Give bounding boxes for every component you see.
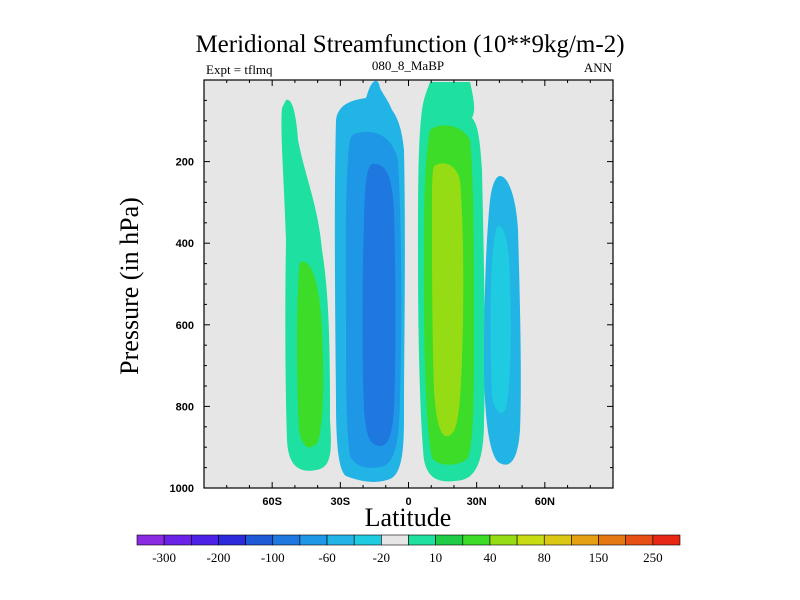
y-tick-label: 600 (176, 320, 194, 332)
y-axis: 200 400 600 800 1000 (170, 99, 613, 495)
colorbar-swatch (191, 534, 219, 546)
colorbar-label: 250 (643, 550, 663, 565)
y-tick-label: 200 (176, 157, 194, 169)
colorbar-swatch (326, 534, 355, 546)
contour-nh-outer-60 (490, 226, 511, 413)
x-axis: 60S 30S 0 30N 60N (226, 80, 591, 508)
colorbar-swatch (245, 534, 274, 546)
subtitle-center: 080_8_MaBP (372, 58, 444, 73)
y-axis-label: Pressure (in hPa) (115, 197, 144, 375)
x-tick-label: 60S (262, 496, 282, 508)
contour-sh-hadley-100 (362, 163, 396, 446)
x-tick-label: 30N (467, 496, 487, 508)
colorbar-swatch (462, 534, 491, 546)
contour-sh-outer-40 (296, 261, 324, 448)
colorbar-swatch (381, 534, 409, 546)
contour-nh-hadley-80 (432, 163, 464, 437)
colorbar-label: 40 (483, 550, 496, 565)
colorbar-label: 150 (589, 550, 609, 565)
colorbar: -300 -200 -100 -60 -20 10 40 80 150 250 (136, 534, 681, 565)
colorbar-swatch (299, 534, 328, 546)
colorbar-swatch (272, 534, 301, 546)
colorbar-label: 80 (538, 550, 551, 565)
y-tick-label: 800 (176, 401, 194, 413)
y-tick-label: 1000 (170, 483, 194, 495)
subtitle-left: Expt = tflmq (206, 62, 273, 77)
colorbar-swatch (136, 534, 165, 546)
colorbar-label: -300 (152, 550, 176, 565)
colorbar-swatch (571, 534, 599, 546)
y-tick-label: 400 (176, 238, 194, 250)
x-tick-label: 30S (331, 496, 351, 508)
colorbar-swatch (652, 534, 681, 546)
colorbar-swatch (543, 534, 572, 546)
subtitle-right: ANN (584, 60, 613, 75)
colorbar-swatch (353, 534, 382, 546)
colorbar-swatch (408, 534, 436, 546)
colorbar-label: 10 (429, 550, 442, 565)
x-tick-label: 60N (535, 496, 555, 508)
colorbar-label: -60 (318, 550, 335, 565)
colorbar-swatch (625, 534, 654, 546)
x-axis-label: Latitude (365, 503, 452, 532)
chart-title: Meridional Streamfunction (10**9kg/m-2) (195, 31, 624, 58)
colorbar-swatch (218, 534, 246, 546)
colorbar-label: -200 (207, 550, 231, 565)
colorbar-swatch (489, 534, 518, 546)
colorbar-swatch (435, 534, 464, 546)
colorbar-swatch (163, 534, 192, 546)
colorbar-swatch (598, 534, 626, 546)
colorbar-label: -20 (373, 550, 390, 565)
colorbar-label: -100 (261, 550, 285, 565)
plot-area (204, 80, 613, 488)
x-tick-label: 0 (405, 496, 411, 508)
contour-fills (281, 80, 521, 482)
colorbar-swatch (516, 534, 545, 546)
